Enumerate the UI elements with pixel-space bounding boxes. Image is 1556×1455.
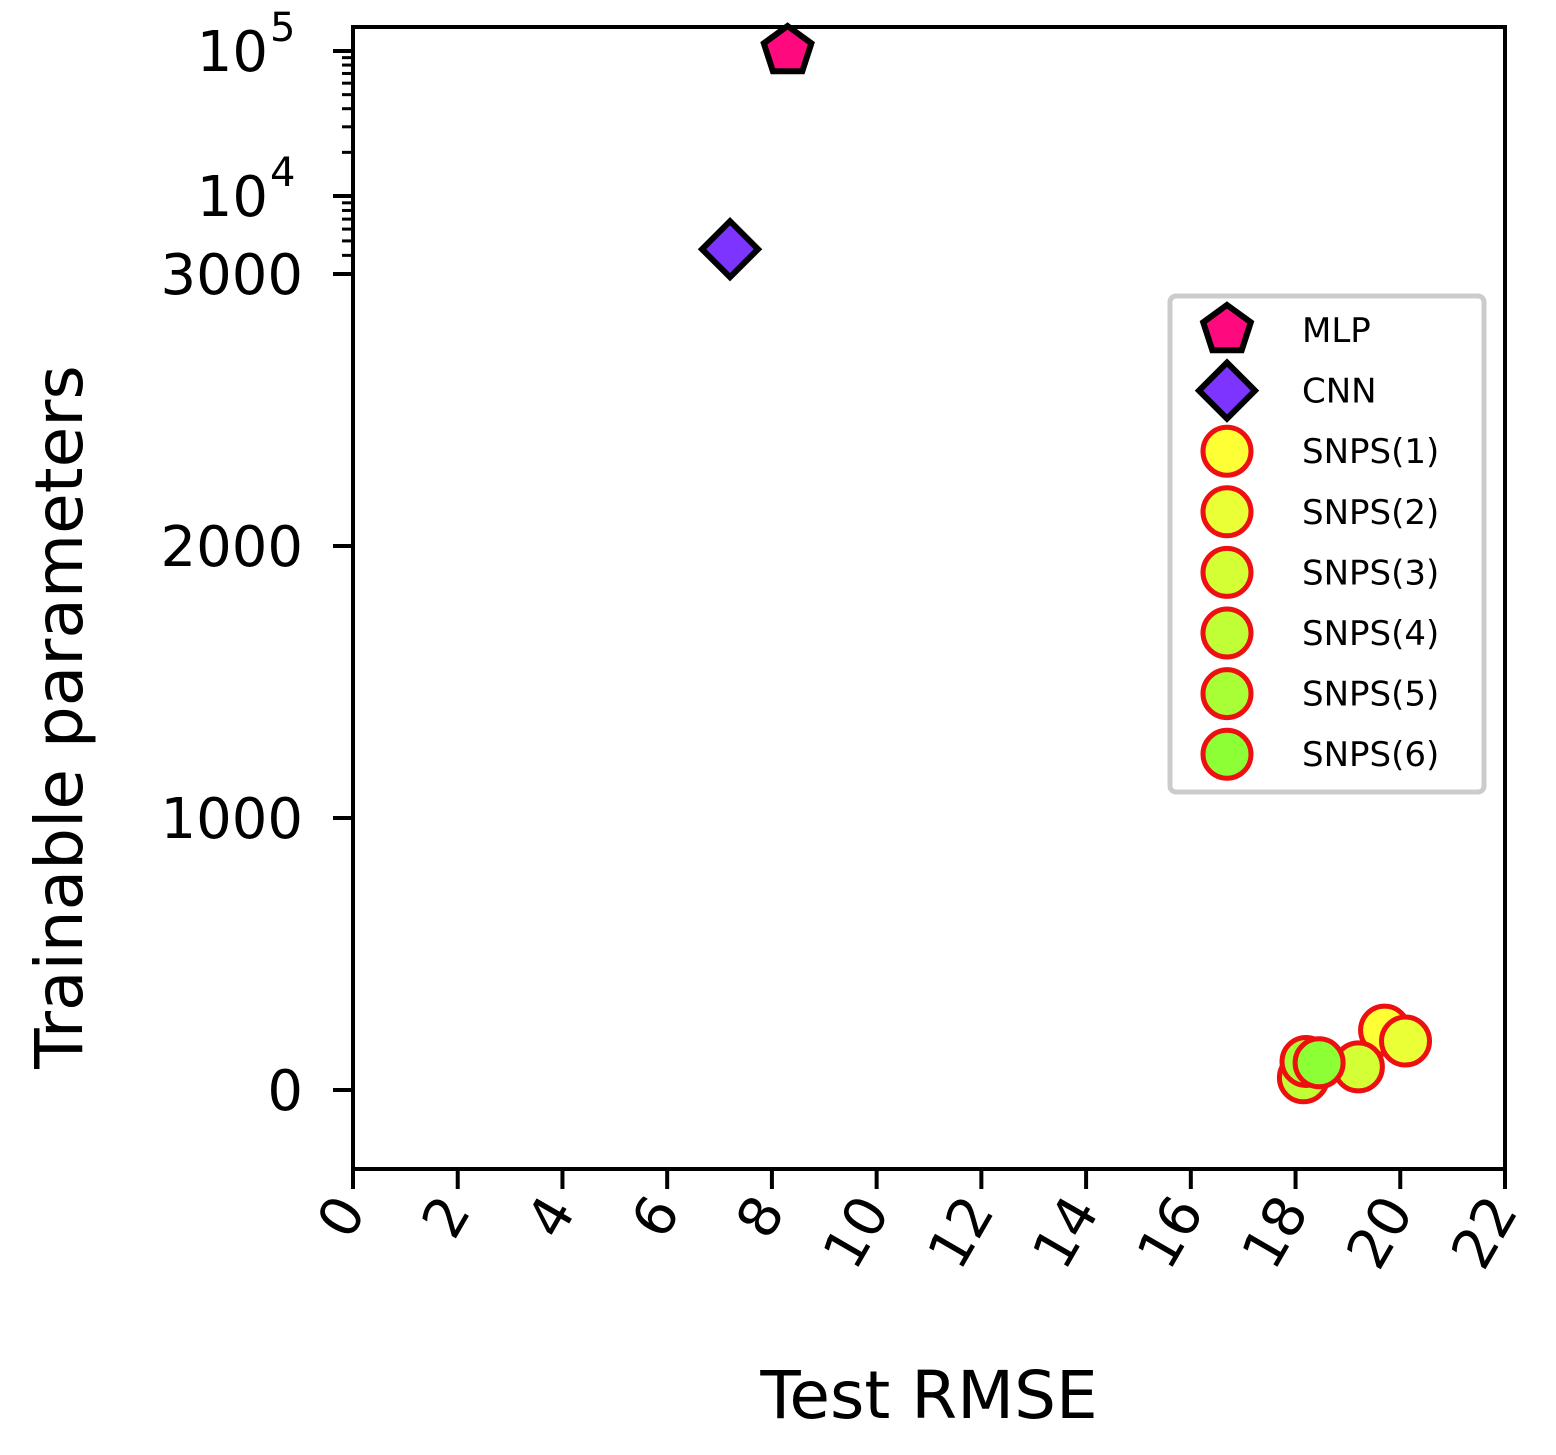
data-point-snps-2: [1379, 1014, 1433, 1068]
legend-label: SNPS(5): [1302, 675, 1439, 715]
legend-box: [1167, 293, 1487, 795]
legend-marker: [1200, 485, 1254, 539]
y-tick-label-base: 10: [197, 20, 268, 85]
legend-label: MLP: [1302, 311, 1371, 351]
y-tick-label: 2000: [160, 515, 303, 580]
data-point-cnn: [697, 216, 763, 282]
y-tick-label-exponent: 4: [270, 150, 295, 196]
y-tick-label-exponent: 5: [270, 5, 295, 51]
legend-label: SNPS(4): [1302, 614, 1439, 654]
legend-label: SNPS(6): [1302, 735, 1439, 775]
y-tick-label: 0: [267, 1059, 303, 1124]
y-tick-label-base: 0: [267, 1059, 303, 1124]
y-tick-label-base: 10: [197, 165, 268, 230]
data-point-snps-6: [1292, 1036, 1346, 1090]
legend-label: SNPS(3): [1302, 553, 1439, 593]
y-tick-label: 3000: [160, 243, 303, 308]
legend: MLP CNN SNPS(1) SNPS(2) SNPS(3) SNPS(4) SNPS(5…: [1167, 293, 1487, 795]
plot-frame: [351, 25, 1507, 1171]
legend-marker: [1199, 301, 1255, 354]
y-tick-label: 10: [197, 165, 268, 230]
legend-marker: [1200, 424, 1254, 478]
x-axis-label: Test RMSE: [759, 1357, 1097, 1434]
y-tick-label-base: 3000: [160, 243, 303, 308]
y-axis-label: Trainable parameters: [21, 365, 98, 1069]
legend-marker: [1200, 667, 1254, 721]
legend-marker: [1200, 606, 1254, 660]
data-point-mlp: [760, 22, 815, 75]
legend-label: SNPS(1): [1302, 432, 1439, 472]
y-tick-label: 10: [197, 20, 268, 85]
legend-marker: [1200, 727, 1254, 781]
y-tick-label: 1000: [160, 787, 303, 852]
legend-label: SNPS(2): [1302, 493, 1439, 533]
legend-marker: [1194, 358, 1260, 423]
y-tick-label-base: 1000: [160, 787, 303, 852]
data-marks: [697, 22, 1433, 1105]
y-tick-label-base: 2000: [160, 515, 303, 580]
legend-label: CNN: [1302, 372, 1377, 412]
legend-marker: [1200, 545, 1254, 599]
